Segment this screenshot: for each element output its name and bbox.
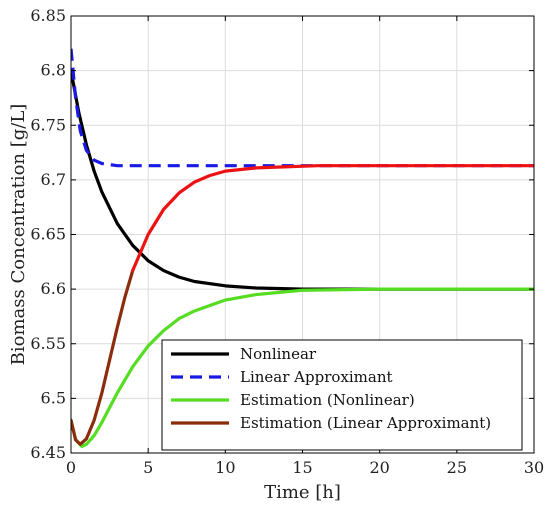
legend-box [161, 339, 523, 451]
y-tick-label: 6.55 [30, 334, 66, 353]
x-tick-label: 30 [524, 458, 544, 477]
series-line-3 [71, 268, 135, 446]
x-tick-label: 20 [369, 458, 389, 477]
y-tick-label: 6.85 [30, 6, 66, 25]
axis-ticks: 0 5 10 15 20 25 30 6.45 6.5 6.55 6.6 6.65 6.7 6.75 6.8… [30, 6, 544, 477]
series-line-2 [71, 287, 534, 449]
legend-entry-label: Estimation (Linear Approximant) [240, 414, 491, 432]
y-tick-label: 6.6 [41, 279, 66, 298]
y-tick-label: 6.5 [41, 388, 66, 407]
x-tick-label: 5 [143, 458, 153, 477]
y-tick-label: 6.8 [41, 61, 66, 80]
series-line-4 [131, 164, 534, 273]
y-tick-label: 6.7 [41, 170, 66, 189]
legend: Nonlinear Linear Approximant Estimation (N… [161, 339, 523, 451]
x-axis-label: Time [h] [264, 482, 341, 503]
x-tick-label: 25 [447, 458, 467, 477]
y-tick-label: 6.65 [30, 225, 66, 244]
x-tick-label: 0 [66, 458, 76, 477]
series-line-1 [71, 48, 534, 168]
legend-entry-label: Linear Approximant [240, 368, 393, 386]
y-tick-label: 6.75 [30, 115, 66, 134]
legend-entry-label: Estimation (Nonlinear) [240, 391, 415, 409]
x-tick-label: 10 [215, 458, 235, 477]
series-lines [71, 48, 534, 449]
y-tick-label: 6.45 [30, 443, 66, 462]
x-tick-label: 15 [292, 458, 312, 477]
legend-entry-label: Nonlinear [240, 345, 317, 363]
y-axis-label: Biomass Concentration [g/L] [8, 104, 29, 366]
